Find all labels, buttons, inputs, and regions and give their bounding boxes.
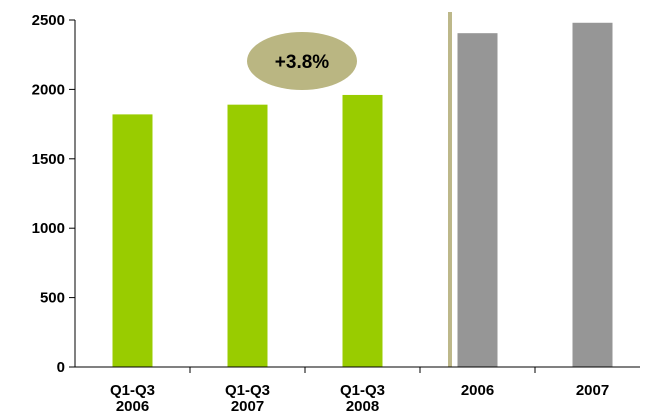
growth-annotation: +3.8% <box>247 32 357 90</box>
y-tick-label: 1500 <box>32 151 65 168</box>
bar <box>457 33 498 367</box>
y-tick-label: 1000 <box>32 220 65 237</box>
x-tick-label: Q1-Q3 2008 <box>340 382 385 415</box>
y-tick-label: 2000 <box>32 81 65 98</box>
y-tick-label: 500 <box>40 290 65 307</box>
bar <box>572 22 613 367</box>
x-tick-label: Q1-Q3 2007 <box>225 382 270 415</box>
y-tick-label: 0 <box>57 359 65 376</box>
y-tick-label: 2500 <box>32 12 65 29</box>
period-divider <box>448 12 452 367</box>
x-tick-label: Q1-Q3 2006 <box>110 382 155 415</box>
x-axis: Q1-Q3 2006 Q1-Q3 2007 Q1-Q3 2008 2006 2007 <box>75 366 640 415</box>
bar <box>112 114 153 367</box>
x-tick-label: 2006 <box>461 382 494 399</box>
growth-bubble <box>247 32 357 90</box>
bar <box>342 94 383 368</box>
x-tick-label: 2007 <box>576 382 609 399</box>
bar <box>227 104 268 367</box>
bars <box>112 12 613 368</box>
y-axis: 0 500 1000 1500 2000 2500 <box>32 12 76 376</box>
growth-label: +3.8% <box>275 52 330 73</box>
